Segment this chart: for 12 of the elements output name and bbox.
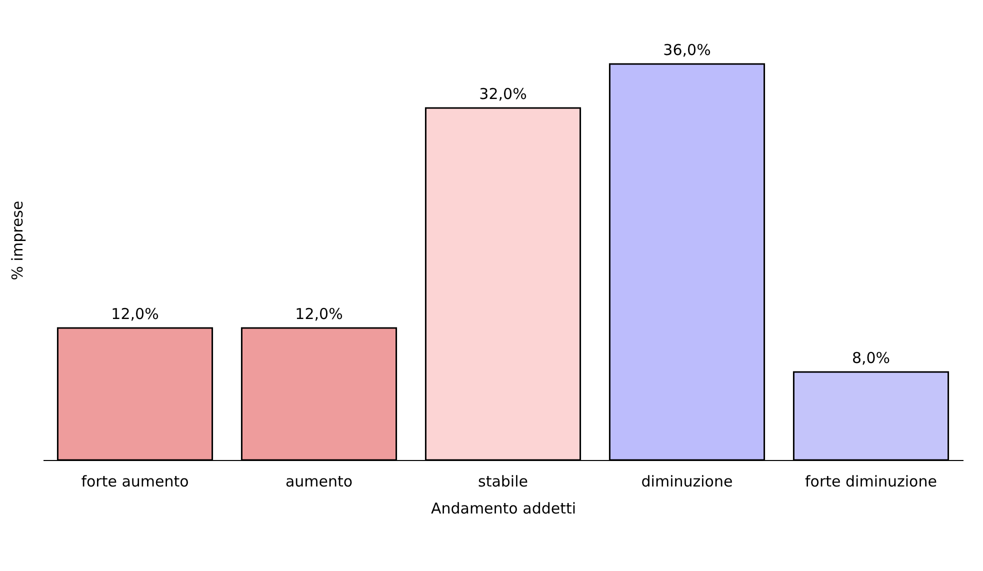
x-tick-label: stabile — [478, 472, 528, 490]
x-tick-label: aumento — [285, 472, 353, 490]
data-label: 12,0% — [111, 305, 159, 323]
data-label: 8,0% — [852, 349, 890, 367]
x-tick-label: forte diminuzione — [805, 472, 937, 490]
x-axis-title: Andamento addetti — [430, 500, 576, 518]
x-tick-label: forte aumento — [81, 472, 189, 490]
data-label: 12,0% — [295, 305, 343, 323]
data-label: 32,0% — [479, 85, 527, 103]
y-axis-title: % imprese — [8, 200, 26, 280]
data-label: 36,0% — [663, 41, 711, 59]
x-tick-label: diminuzione — [641, 472, 733, 490]
